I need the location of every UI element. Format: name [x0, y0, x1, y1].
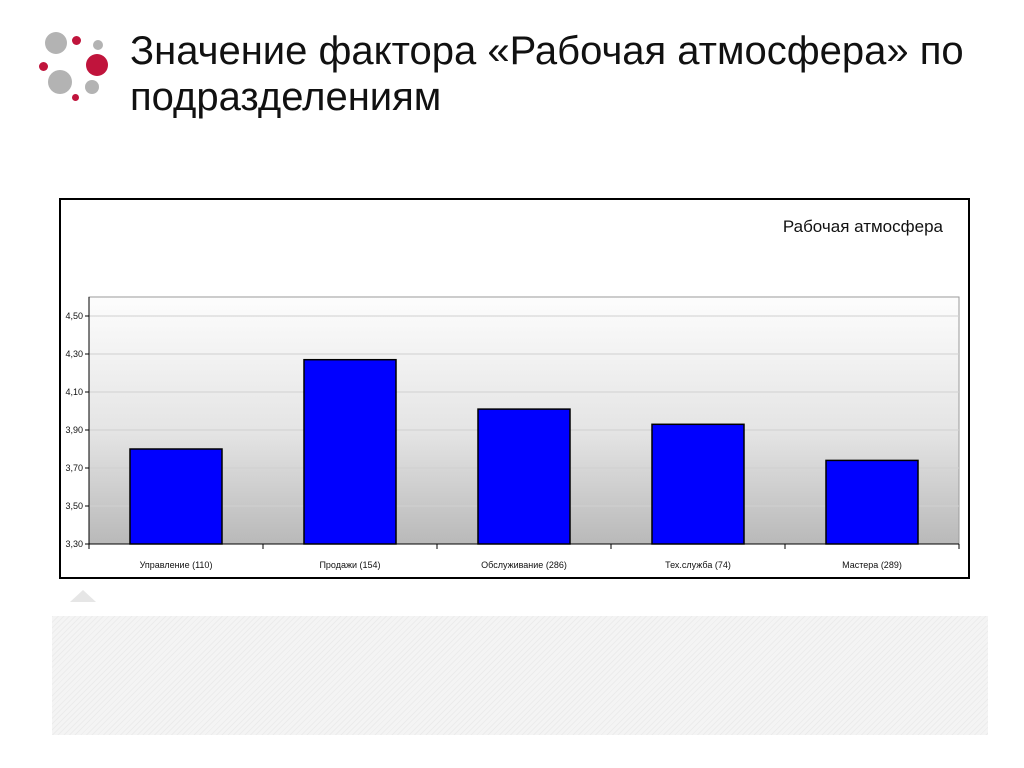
- y-tick-label: 3,70: [65, 463, 83, 473]
- decorative-triangle: [70, 590, 96, 602]
- x-tick-label: Мастера (289): [842, 560, 902, 570]
- bar: [651, 423, 745, 545]
- logo-dot: [72, 94, 79, 101]
- logo-dot: [86, 54, 108, 76]
- bar: [825, 459, 919, 545]
- logo-dot: [45, 32, 67, 54]
- bar-chart: Рабочая атмосфера 3,30 3,50 3,70 3,90 4,10 4,3…: [65, 217, 960, 570]
- y-tick-label: 4,30: [65, 349, 83, 359]
- logo: [36, 28, 116, 108]
- chart-frame: Рабочая атмосфера 3,30 3,50 3,70 3,90 4,10 4,3…: [59, 198, 970, 579]
- x-tick-label: Управление (110): [140, 560, 213, 570]
- y-tick-label: 4,50: [65, 311, 83, 321]
- y-tick-label: 3,50: [65, 501, 83, 511]
- hatched-footer-panel: [52, 616, 988, 735]
- logo-dot: [93, 40, 103, 50]
- logo-dot: [72, 36, 81, 45]
- x-tick-label: Тех.служба (74): [665, 560, 731, 570]
- logo-dot: [85, 80, 99, 94]
- bar: [129, 448, 223, 545]
- y-tick-label: 3,90: [65, 425, 83, 435]
- y-tick-label: 3,30: [65, 539, 83, 549]
- logo-dot: [48, 70, 72, 94]
- x-tick-label: Продажи (154): [319, 560, 380, 570]
- y-tick-label: 4,10: [65, 387, 83, 397]
- x-tick-label: Обслуживание (286): [481, 560, 567, 570]
- chart-title: Рабочая атмосфера: [783, 217, 944, 236]
- bar: [477, 408, 571, 545]
- logo-dot: [39, 62, 48, 71]
- bar: [303, 358, 397, 545]
- slide-title: Значение фактора «Рабочая атмосфера» по …: [130, 29, 964, 119]
